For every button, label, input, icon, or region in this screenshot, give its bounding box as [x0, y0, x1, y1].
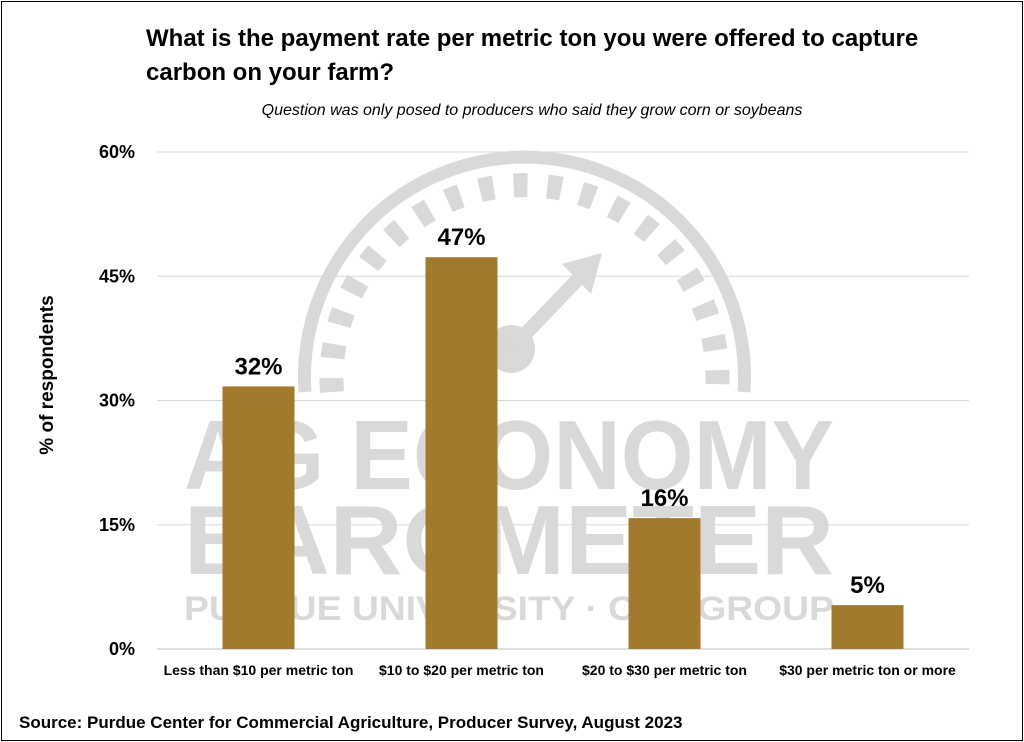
- chart-subtitle: Question was only posed to producers who…: [262, 102, 803, 119]
- bar: [425, 257, 498, 649]
- x-tick-label: Less than $10 per metric ton: [164, 662, 354, 678]
- bar: [222, 386, 295, 649]
- bar: [831, 605, 904, 649]
- bar: [628, 518, 701, 649]
- y-tick-label: 15%: [99, 515, 135, 535]
- y-tick-label: 60%: [99, 142, 135, 162]
- y-tick-label: 45%: [99, 266, 135, 286]
- y-axis-ticks: 0% 15% 30% 45% 60%: [99, 142, 135, 659]
- data-label: 32%: [234, 353, 282, 380]
- data-label: 5%: [850, 572, 885, 599]
- chart-title-line-2: carbon on your farm?: [146, 59, 394, 86]
- data-label: 16%: [640, 485, 688, 512]
- bars: [222, 257, 904, 649]
- x-tick-label: $10 to $20 per metric ton: [379, 662, 544, 678]
- x-axis-ticks: Less than $10 per metric ton $10 to $20 p…: [164, 662, 956, 678]
- y-tick-label: 0%: [109, 639, 135, 659]
- chart-title-line-1: What is the payment rate per metric ton …: [146, 25, 918, 52]
- source-note: Source: Purdue Center for Commercial Agr…: [19, 713, 683, 732]
- gauge-icon: [298, 150, 751, 393]
- y-tick-label: 30%: [99, 391, 135, 411]
- y-axis-label: % of respondents: [37, 295, 58, 454]
- data-labels: 32% 47% 16% 5%: [234, 224, 884, 599]
- x-tick-label: $30 per metric ton or more: [779, 662, 956, 678]
- x-tick-label: $20 to $30 per metric ton: [582, 662, 747, 678]
- data-label: 47%: [437, 224, 485, 251]
